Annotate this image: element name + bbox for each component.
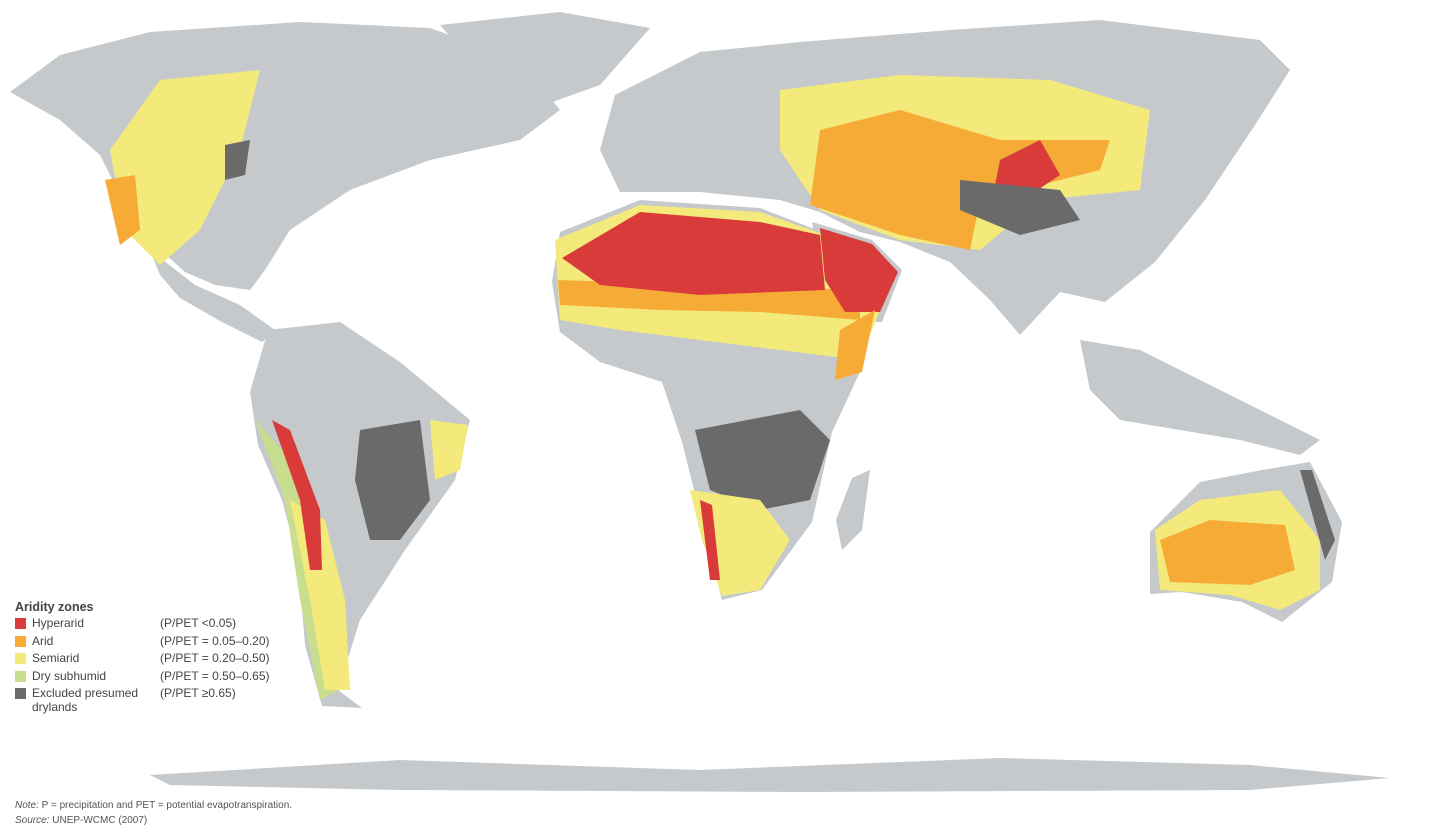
zone-hyperarid-namib <box>700 500 720 580</box>
zone-excluded-africa <box>695 410 830 510</box>
zone-hyperarid-sahara <box>562 212 825 295</box>
zone-arid-horn <box>835 310 875 380</box>
legend-range: (P/PET ≥0.65) <box>160 686 236 700</box>
legend-label: Dry subhumid <box>32 668 107 683</box>
madagascar <box>836 470 870 550</box>
zone-excluded-australia <box>1300 470 1335 560</box>
greenland <box>440 12 650 110</box>
note-line: Note: P = precipitation and PET = potent… <box>15 798 292 813</box>
zone-hyperarid-taklamakan <box>995 140 1060 195</box>
legend-title: Aridity zones <box>15 600 94 614</box>
legend-item-arid: Arid (P/PET = 0.05–0.20) <box>15 634 270 652</box>
zone-semiarid-ne-brazil <box>430 420 468 480</box>
legend-label: Arid <box>32 633 54 648</box>
legend-range: (P/PET <0.05) <box>160 616 237 630</box>
zone-hyperarid-sa <box>272 420 322 570</box>
legend-label: Excluded presumed drylands <box>32 686 139 714</box>
legend-item-semiarid: Semiarid (P/PET = 0.20–0.50) <box>15 651 270 669</box>
legend-swatch <box>15 618 26 629</box>
southeast-asia-islands <box>1080 340 1320 455</box>
note-label: Note: <box>15 800 39 811</box>
legend-range: (P/PET = 0.05–0.20) <box>160 633 270 648</box>
note-text: P = precipitation and PET = potential ev… <box>38 800 293 811</box>
source-label: Source: <box>15 815 50 826</box>
legend-item-excluded: Excluded presumed drylands (P/PET ≥0.65) <box>15 686 270 716</box>
central-america <box>150 250 275 342</box>
legend: Aridity zones Hyperarid (P/PET <0.05) Ar… <box>15 600 270 716</box>
zone-semiarid-na <box>110 70 260 265</box>
zone-arid-australia <box>1160 520 1295 585</box>
legend-item-hyperarid: Hyperarid (P/PET <0.05) <box>15 616 270 634</box>
zone-hyperarid-arabia <box>820 228 898 312</box>
legend-swatch <box>15 635 26 647</box>
source-line: Source: UNEP-WCMC (2007) <box>15 813 292 828</box>
legend-range: (P/PET = 0.50–0.65) <box>160 668 270 683</box>
south-america <box>250 322 470 708</box>
legend-swatch <box>15 688 26 699</box>
aridity-zones <box>105 70 1335 700</box>
zone-excluded-na <box>225 140 250 180</box>
zone-arid-na <box>105 175 140 245</box>
zone-excluded-sa <box>355 420 430 540</box>
zone-semiarid-sa <box>290 500 350 690</box>
legend-range: (P/PET = 0.20–0.50) <box>160 651 270 665</box>
source-text: UNEP-WCMC (2007) <box>49 815 148 826</box>
legend-label: Hyperarid <box>32 616 85 630</box>
zone-excluded-tibet <box>960 180 1080 235</box>
legend-item-dry-subhumid: Dry subhumid (P/PET = 0.50–0.65) <box>15 669 270 687</box>
antarctica <box>150 758 1390 792</box>
notes: Note: P = precipitation and PET = potent… <box>15 798 292 828</box>
legend-swatch <box>15 653 26 664</box>
legend-swatch <box>15 670 26 682</box>
legend-label: Semiarid <box>32 651 80 665</box>
